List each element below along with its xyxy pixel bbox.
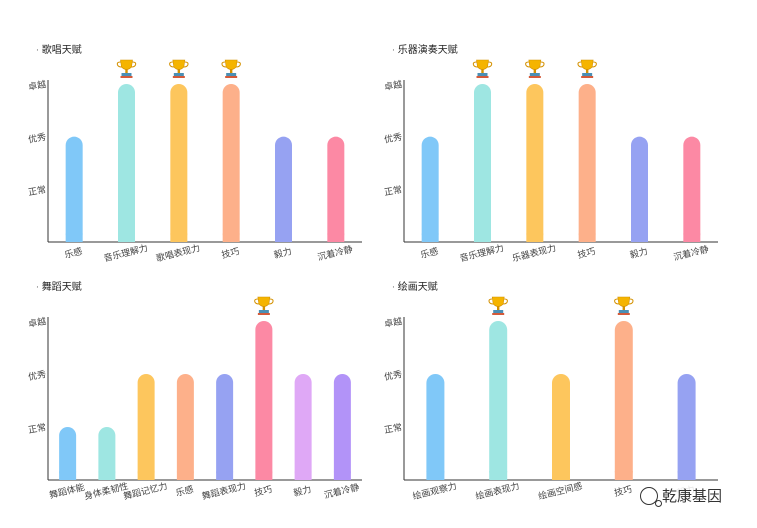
trophy-icon [577,59,597,78]
bar-base [222,233,240,242]
y-tick-label: 卓越 [27,78,47,93]
bar [59,427,77,480]
bar [137,374,155,480]
bar-base [327,233,345,242]
bar-base [421,233,439,242]
bar-base [294,471,312,480]
bar-base [578,233,596,242]
x-tick-label: 绘画空间感 [537,480,584,503]
bar [578,84,596,242]
x-tick-label: 绘画表现力 [474,480,521,503]
bar [421,136,439,242]
bar [683,136,701,242]
bar-base [631,233,648,242]
bar [176,374,194,480]
y-tick-label: 优秀 [27,131,47,146]
bar-base [98,471,116,480]
chart-title: 绘画天赋 [392,278,438,293]
y-tick-label: 卓越 [383,78,403,93]
bar-base [683,233,701,242]
bar-base [137,471,155,480]
bar [170,84,188,242]
bar [333,374,351,480]
bar-base [474,233,491,242]
bar-base [489,471,508,480]
bar-base [552,471,570,480]
x-tick-label: 技巧 [613,483,633,499]
trophy-icon [614,296,634,315]
bar [489,321,508,480]
bar [216,374,234,480]
trophy-icon [488,296,508,315]
bar-base [275,233,292,242]
bar-base [118,233,135,242]
wechat-icon [640,486,662,507]
bar [552,374,570,480]
bar [677,374,696,480]
bar-base [426,471,445,480]
y-tick-label: 正常 [383,183,403,198]
bar [255,321,273,480]
bar [98,427,116,480]
bar [474,84,491,242]
bar [294,374,312,480]
bar [65,136,83,242]
y-tick-label: 卓越 [27,315,47,330]
watermark-text: 乾康基因 [662,487,723,505]
bar-base [170,233,188,242]
bar [426,374,445,480]
bar-base [333,471,351,480]
bar-base [614,471,633,480]
trophy-icon [525,59,545,78]
bar [222,84,240,242]
bar-base [677,471,696,480]
bar [275,136,292,242]
bar [118,84,135,242]
watermark: 乾康基因 [636,484,727,507]
chart-title: 乐器演奏天赋 [392,41,458,56]
chart-title: 歌唱天赋 [36,41,82,56]
y-tick-label: 优秀 [383,368,403,383]
bar-base [255,471,273,480]
trophy-icon [169,59,189,78]
y-tick-label: 正常 [27,183,47,198]
bar [614,321,633,480]
chart-title: 舞蹈天赋 [36,278,82,293]
trophy-icon [116,59,137,78]
y-tick-label: 优秀 [27,368,47,383]
trophy-icon [254,296,274,315]
y-tick-label: 卓越 [383,315,403,330]
trophy-icon [472,59,493,78]
bar-base [216,471,234,480]
y-tick-label: 优秀 [383,131,403,146]
bar [327,136,345,242]
x-tick-label: 绘画观察力 [411,480,458,503]
bar-base [176,471,194,480]
trophy-icon [221,59,241,78]
y-tick-label: 正常 [27,421,47,436]
bar-base [59,471,77,480]
bar [526,84,544,242]
y-tick-label: 正常 [383,421,403,436]
bar [631,136,648,242]
bar-base [526,233,544,242]
bar-base [65,233,83,242]
